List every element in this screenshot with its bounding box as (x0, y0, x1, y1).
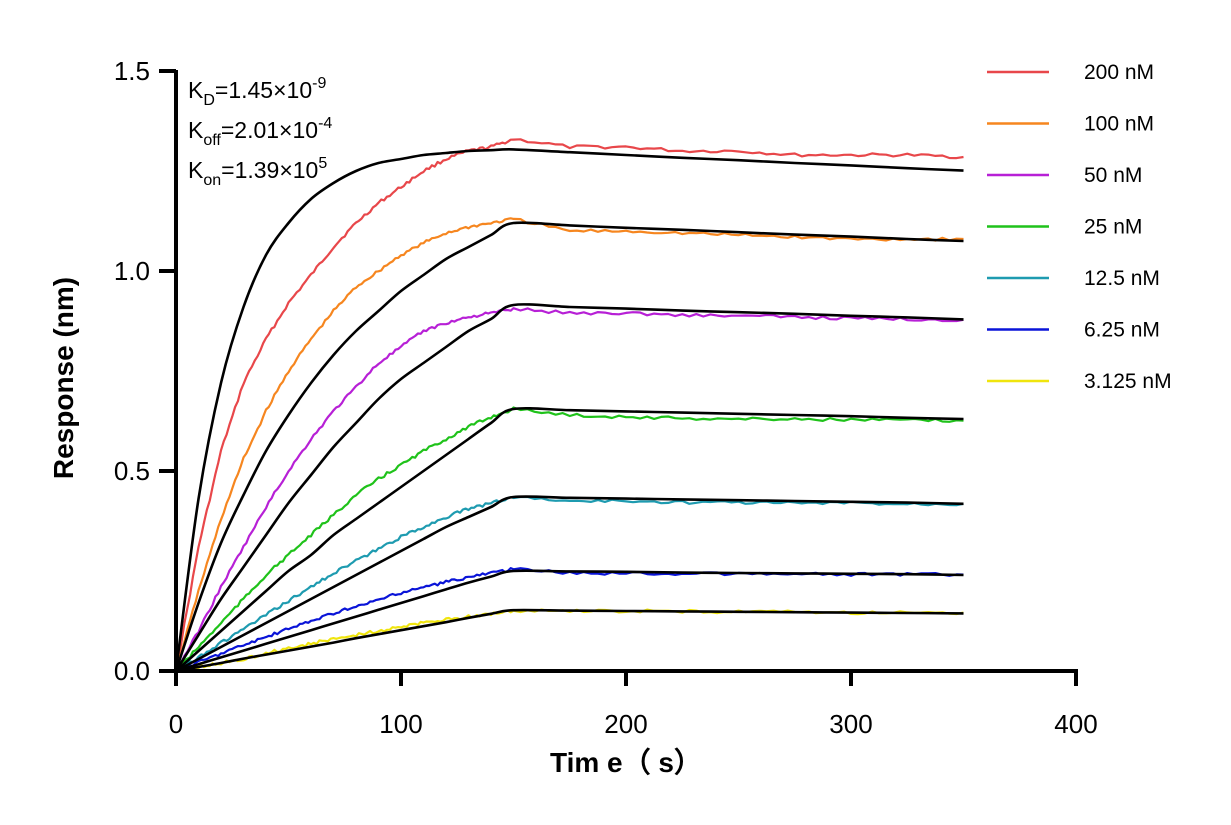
legend-label: 200 nM (1084, 61, 1154, 84)
kinetic-constant-d: KD=1.45×10-9 (188, 75, 326, 109)
series-line-50-nM (175, 307, 964, 672)
fit-curve (174, 148, 964, 672)
y-axis-title: Response (nm) (48, 277, 79, 479)
x-tick-label: 0 (169, 709, 183, 739)
legend-label: 12.5 nM (1084, 267, 1160, 290)
y-tick-label: 1.0 (114, 256, 150, 286)
series-line-200-nM (174, 138, 964, 672)
x-tick-label: 400 (1054, 709, 1097, 739)
fit-curves (174, 148, 964, 673)
legend-label: 100 nM (1084, 113, 1154, 136)
legend-label: 25 nM (1084, 216, 1142, 239)
fit-curve (175, 608, 964, 673)
series-line-12_5-nM (175, 495, 964, 673)
y-tick-label: 1.5 (114, 56, 150, 86)
fit-curve (174, 221, 964, 672)
x-tick-label: 300 (829, 709, 872, 739)
fit-curve (175, 406, 964, 672)
fit-curve (175, 495, 964, 673)
x-tick-label: 100 (379, 709, 422, 739)
axis-ticks: 0 100 200 300 400 0.0 0.5 1.0 1.5 (114, 56, 1098, 739)
x-axis-title: Tim e（ s） (550, 746, 702, 778)
y-tick-label: 0.0 (114, 656, 150, 686)
series-line-100-nM (174, 217, 964, 672)
series-line-3_125-nM (175, 608, 964, 673)
kinetic-constants: KD=1.45×10-9 Koff=2.01×10-4 Kon=1.39×105 (188, 75, 332, 189)
fit-curve (175, 569, 964, 673)
x-tick-label: 200 (604, 709, 647, 739)
y-tick-label: 0.5 (114, 456, 150, 486)
fit-curve (174, 303, 964, 672)
legend-label: 6.25 nM (1084, 319, 1160, 342)
legend-label: 3.125 nM (1084, 370, 1172, 393)
legend-label: 50 nM (1084, 164, 1142, 187)
series-line-25-nM (175, 406, 964, 672)
kinetic-constant-on: Kon=1.39×105 (188, 155, 327, 189)
legend: 200 nM 100 nM 50 nM 25 nM 12.5 nM 6.25 nM 3.12… (987, 61, 1172, 393)
series-line-6_25-nM (175, 567, 964, 672)
kinetic-constant-off: Koff=2.01×10-4 (188, 115, 332, 149)
